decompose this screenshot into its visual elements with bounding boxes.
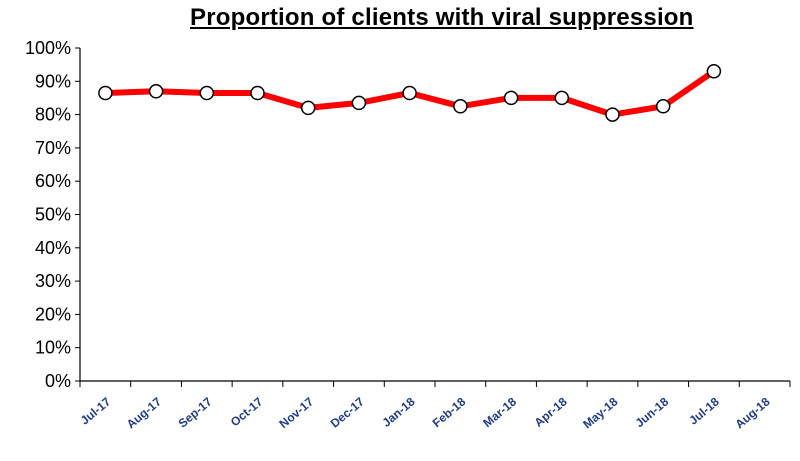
data-point: [453, 99, 468, 114]
data-point: [605, 107, 620, 122]
data-point: [250, 85, 265, 101]
y-tick-label: 50%: [35, 205, 71, 225]
x-tick-label: Jun-18: [633, 394, 672, 430]
data-point: [706, 64, 722, 79]
data-point: [655, 99, 671, 114]
y-tick-label: 60%: [35, 171, 71, 191]
y-tick-label: 80%: [35, 105, 71, 125]
x-tick-label: Jan-18: [379, 394, 417, 429]
y-tick-label: 10%: [35, 338, 71, 358]
x-tick-label: Apr-18: [532, 394, 570, 429]
x-tick-label: Aug-18: [732, 394, 772, 431]
x-tick-label: Dec-17: [328, 394, 367, 430]
x-tick-label: Jul-18: [686, 394, 722, 427]
data-point: [98, 85, 113, 101]
x-tick-label: Sep-17: [176, 394, 215, 430]
x-tick-label: Feb-18: [430, 394, 469, 430]
y-axis: 0% 10% 20% 30% 40% 50% 60% 70% 80% 90% 100%: [25, 38, 81, 391]
x-tick-label: Mar-18: [480, 394, 519, 430]
data-point: [554, 90, 570, 106]
x-tick-label: Aug-17: [124, 394, 164, 431]
data-point: [199, 85, 215, 101]
x-tick-label: Nov-17: [276, 394, 316, 431]
chart-title: Proportion of clients with viral suppres…: [190, 4, 694, 31]
y-tick-label: 90%: [35, 71, 71, 91]
data-point: [148, 84, 164, 99]
y-tick-label: 20%: [35, 304, 71, 324]
data-point: [351, 95, 367, 111]
x-tick-label: May-18: [580, 394, 620, 431]
x-tick-label: Jul-17: [78, 394, 114, 427]
y-tick-label: 100%: [25, 38, 71, 58]
y-tick-label: 0%: [45, 371, 71, 391]
x-axis: Jul-17 Aug-17 Sep-17 Oct-17 Nov-17 Dec-17 Jan-…: [78, 380, 791, 431]
data-point: [300, 100, 316, 116]
y-tick-label: 70%: [35, 138, 71, 158]
data-point: [402, 85, 417, 101]
series-group: [98, 64, 722, 122]
y-tick-label: 30%: [35, 271, 71, 291]
x-tick-label: Oct-17: [228, 394, 266, 429]
y-tick-label: 40%: [35, 238, 71, 258]
data-point: [503, 90, 519, 106]
